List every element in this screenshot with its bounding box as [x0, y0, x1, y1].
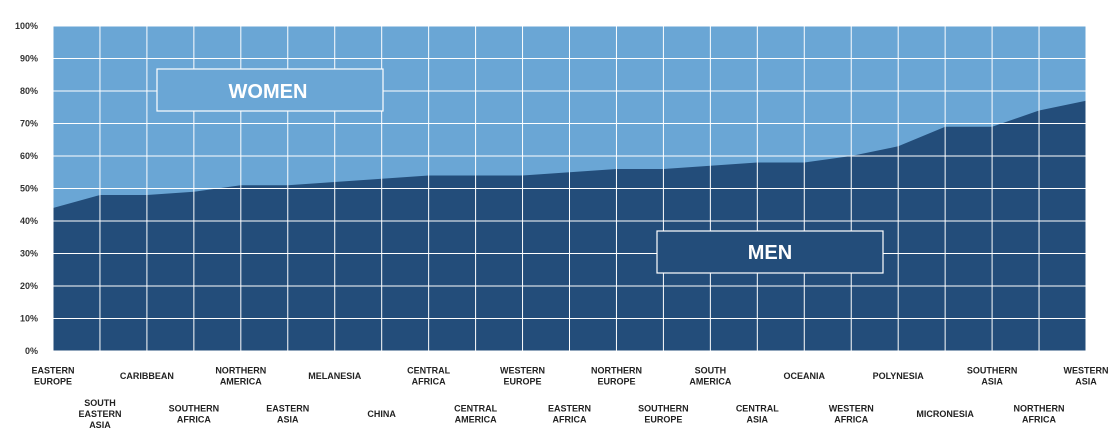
x-tick-label: CENTRAL AMERICA	[454, 404, 497, 425]
y-tick-label: 60%	[20, 151, 38, 161]
y-tick-label: 80%	[20, 86, 38, 96]
y-tick-label: 10%	[20, 314, 38, 324]
x-tick-label: EASTERN AFRICA	[548, 404, 591, 425]
x-tick-label: MELANESIA	[308, 371, 362, 381]
x-tick-label: CENTRAL ASIA	[736, 404, 779, 425]
x-tick-label: SOUTH EASTERN ASIA	[78, 398, 121, 430]
y-tick-label: 100%	[15, 21, 38, 31]
women-label-box: WOMEN	[156, 68, 384, 112]
x-tick-label: POLYNESIA	[873, 371, 925, 381]
y-tick-label: 70%	[20, 119, 38, 129]
x-tick-label: OCEANIA	[784, 371, 826, 381]
men-label: MEN	[748, 242, 792, 264]
x-tick-label: NORTHERN EUROPE	[591, 366, 642, 387]
x-tick-label: EASTERN ASIA	[266, 404, 309, 425]
x-tick-label: SOUTHERN ASIA	[967, 366, 1018, 387]
x-tick-label: NORTHERN AFRICA	[1014, 404, 1065, 425]
x-tick-label: WESTERN AFRICA	[829, 404, 874, 425]
x-tick-label: MICRONESIA	[916, 409, 974, 419]
x-tick-label: SOUTHERN EUROPE	[638, 404, 689, 425]
y-tick-label: 90%	[20, 54, 38, 64]
y-tick-label: 20%	[20, 281, 38, 291]
x-tick-label: SOUTHERN AFRICA	[169, 404, 220, 425]
y-tick-label: 30%	[20, 249, 38, 259]
x-tick-label: CHINA	[367, 409, 396, 419]
x-tick-label: CARIBBEAN	[120, 371, 174, 381]
women-label: WOMEN	[229, 81, 308, 103]
x-tick-label: EASTERN EUROPE	[31, 366, 74, 387]
y-tick-label: 40%	[20, 216, 38, 226]
y-axis: 0% 10% 20% 30% 40% 50% 60% 70% 80% 90% 100%	[15, 21, 38, 356]
y-tick-label: 50%	[20, 184, 38, 194]
x-tick-label: WESTERN ASIA	[1064, 366, 1109, 387]
y-tick-label: 0%	[25, 346, 38, 356]
x-tick-label: SOUTH AMERICA	[689, 366, 731, 387]
men-label-box: MEN	[656, 230, 884, 274]
x-tick-label: CENTRAL AFRICA	[407, 366, 450, 387]
x-tick-label: NORTHERN AMERICA	[215, 366, 266, 387]
x-tick-label: WESTERN EUROPE	[500, 366, 545, 387]
